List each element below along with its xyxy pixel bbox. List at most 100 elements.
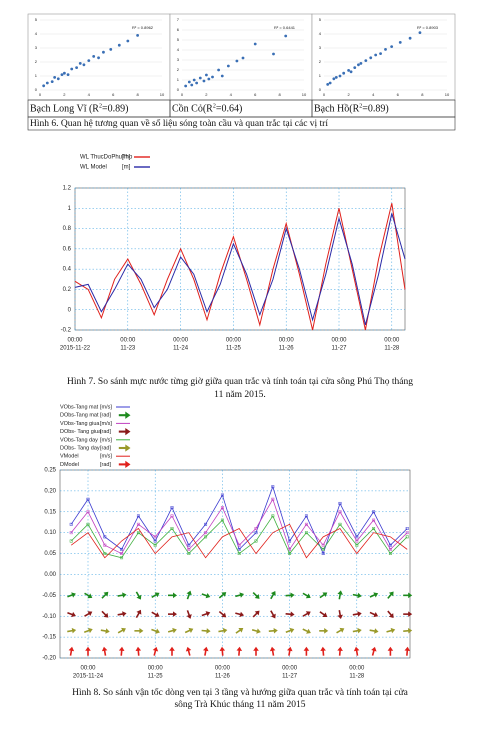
scatter-point	[390, 45, 394, 48]
direction-arrow	[85, 646, 91, 656]
direction-arrow	[84, 592, 93, 599]
data-point	[69, 539, 73, 543]
arrow-shaft	[285, 594, 292, 597]
scatter-point	[384, 48, 387, 51]
direction-arrow	[218, 627, 228, 634]
scatter-point	[226, 64, 230, 68]
arrow-head	[173, 592, 177, 599]
arrow-head	[219, 646, 226, 651]
arrow-head	[290, 592, 295, 599]
direction-arrow	[236, 646, 243, 656]
x-tick-label: 00:00	[80, 666, 96, 672]
arrow-head	[188, 627, 194, 633]
legend-unit: [m/s]	[100, 454, 112, 460]
direction-arrow	[117, 592, 127, 598]
direction-arrow	[337, 610, 343, 620]
scatter-point	[190, 83, 194, 87]
arrow-head	[136, 609, 142, 615]
direction-arrow	[252, 610, 260, 618]
direction-arrow	[101, 646, 108, 656]
x-tick-label: 8	[136, 92, 139, 97]
scatter-point	[187, 80, 191, 84]
scatter-point	[408, 36, 412, 40]
data-point	[271, 497, 275, 501]
arrow-head	[68, 646, 75, 652]
legend-swatch	[118, 411, 131, 419]
arrow-head	[353, 646, 360, 652]
arrow-shaft	[218, 629, 225, 633]
direction-arrow	[285, 611, 295, 618]
data-point	[120, 547, 124, 551]
data-point	[187, 547, 191, 551]
arrow-shaft	[352, 629, 359, 633]
x-tick-label: 00:00	[215, 666, 231, 672]
scatter-point	[332, 77, 336, 81]
arrow-shaft	[302, 628, 309, 633]
x-tick-label: 0	[323, 92, 326, 97]
arrow-head	[205, 593, 211, 599]
arrow-head	[339, 627, 345, 633]
data-point	[153, 535, 157, 539]
arrow-head	[122, 592, 127, 598]
arrow-head	[320, 646, 326, 651]
direction-arrow	[337, 646, 343, 656]
legend-unit: [m]	[122, 165, 131, 171]
y-tick-label: 4	[319, 31, 322, 36]
data-point	[136, 522, 140, 526]
y-tick-label: 0.4	[63, 267, 72, 273]
arrow-head	[221, 592, 227, 597]
data-point	[288, 539, 292, 543]
y-tick-label: 0.2	[63, 287, 72, 293]
data-point	[288, 552, 292, 556]
data-point	[405, 527, 409, 530]
data-point	[153, 539, 157, 543]
direction-arrow	[67, 611, 76, 618]
scatter-point	[42, 84, 46, 88]
arrow-shaft	[235, 594, 242, 598]
x-tick-date: 11-25	[226, 346, 242, 352]
direction-arrow	[337, 590, 343, 600]
y-tick-label: 0	[68, 307, 72, 313]
scatter-point	[205, 73, 208, 77]
x-tick-label: 6	[254, 92, 257, 97]
arrow-head	[222, 627, 228, 634]
scatter-point	[347, 69, 350, 72]
arrow-head	[388, 591, 394, 597]
y-tick-label: -0.15	[42, 635, 56, 641]
scatter-point	[109, 48, 113, 51]
data-point	[136, 531, 140, 535]
arrow-head	[254, 610, 260, 616]
direction-arrow	[319, 628, 329, 634]
plot-frame	[59, 469, 411, 659]
arrow-head	[408, 611, 413, 617]
label-part: =0.89)	[362, 104, 388, 115]
scatter-point	[63, 71, 66, 75]
data-line	[74, 213, 406, 326]
arrow-shaft	[184, 629, 191, 634]
legend-swatch	[118, 460, 131, 469]
arrow-shaft	[285, 612, 292, 616]
direction-arrow	[117, 627, 126, 634]
legend-label: DObs- Tang day	[60, 445, 100, 451]
direction-arrow	[169, 646, 175, 656]
data-line	[70, 515, 408, 559]
data-point	[372, 510, 376, 514]
legend-label: VObs-Tang day	[60, 437, 98, 443]
arrow-head	[136, 594, 142, 600]
direction-arrow	[270, 591, 276, 600]
direction-arrow	[404, 646, 411, 656]
caption: Hình 6. Quan hệ tương quan về số liệu só…	[30, 118, 328, 129]
arrow-shaft	[101, 593, 107, 599]
arrow-head	[205, 611, 211, 617]
arrow-head	[387, 646, 394, 651]
data-point	[204, 535, 208, 539]
arrow-head	[324, 628, 329, 634]
arrow-head	[185, 646, 192, 652]
arrow-head	[374, 628, 379, 634]
y-tick-label: 3	[35, 45, 38, 50]
arrow-head	[221, 612, 227, 618]
arrow-shaft	[386, 629, 393, 633]
scatter-point	[97, 56, 100, 60]
x-tick-label: 00:00	[282, 666, 298, 672]
y-tick-label: 5	[319, 17, 322, 22]
